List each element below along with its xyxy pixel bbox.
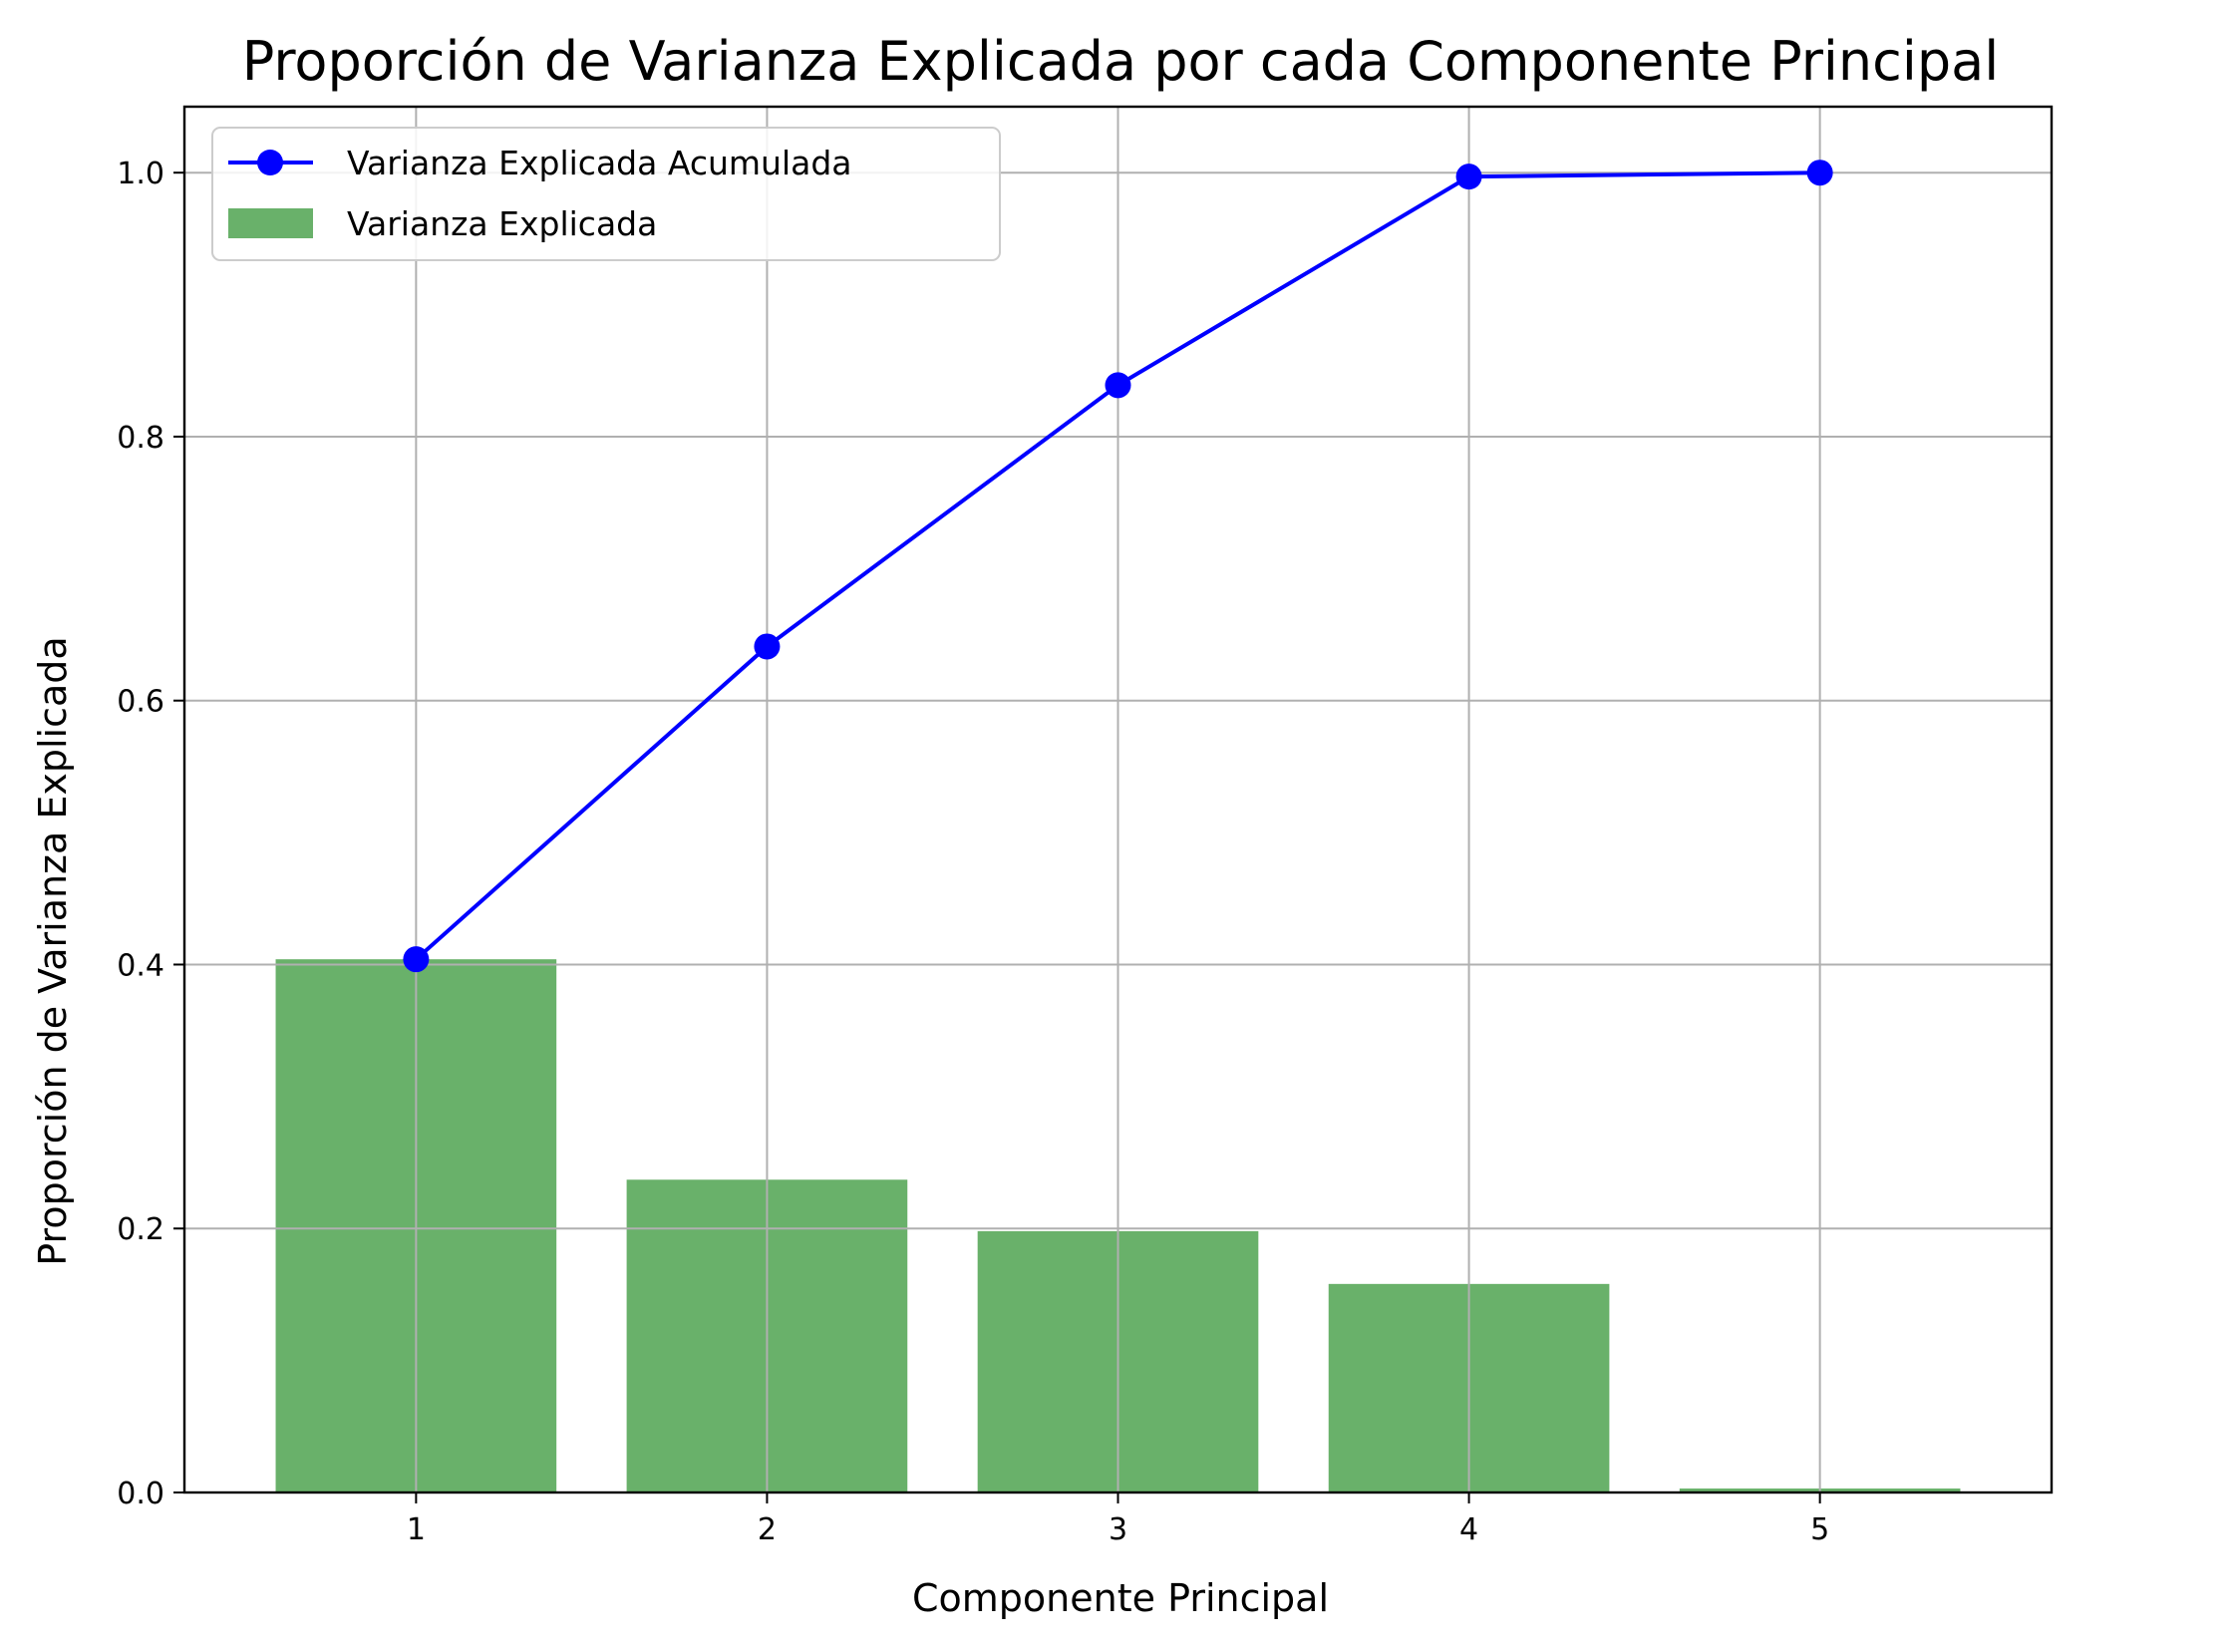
x-tick-label: 1 [407,1512,426,1547]
y-tick-label: 0.4 [117,948,164,983]
x-tick-label: 2 [758,1512,777,1547]
legend-bar-swatch [228,208,313,238]
x-tick-label: 4 [1459,1512,1478,1547]
x-axis-label: Componente Principal [912,1576,1329,1620]
x-tick-label: 5 [1810,1512,1829,1547]
plot-area: 1 2 3 4 5 0.0 0.2 0.4 0.6 0.8 1.0 Varianza Explicad… [117,105,2054,1547]
y-tick-label: 0.2 [117,1212,164,1247]
y-tick-label: 0.6 [117,685,164,720]
y-tick-label: 0.8 [117,421,164,456]
cumulative-point-4 [1455,164,1482,190]
cumulative-point-5 [1806,160,1833,186]
y-axis-label: Proporción de Varianza Explicada [31,636,75,1265]
legend-label-explained: Varianza Explicada [347,204,657,243]
chart-title: Proporción de Varianza Explicada por cad… [242,30,1999,93]
legend-label-cumulative: Varianza Explicada Acumulada [347,144,852,182]
x-tick-label: 3 [1109,1512,1127,1547]
legend-marker-swatch [257,150,283,175]
legend-box [211,127,1001,261]
cumulative-point-1 [403,946,430,973]
cumulative-point-3 [1105,372,1131,399]
y-tick-label: 0.0 [117,1477,164,1511]
cumulative-point-2 [754,633,781,660]
y-tick-label: 1.0 [117,157,164,191]
